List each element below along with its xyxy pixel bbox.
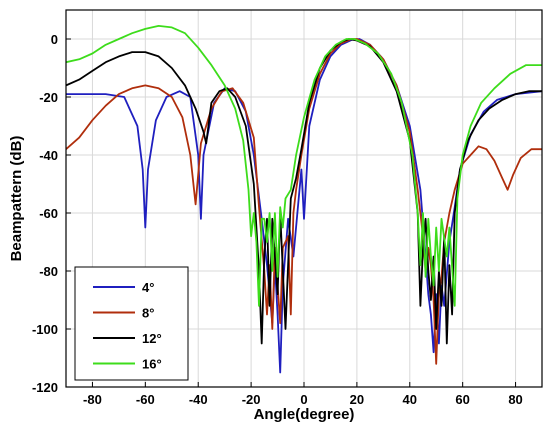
plot-frame — [65, 9, 543, 388]
series-layer — [66, 25, 542, 374]
legend-label: 12° — [142, 331, 162, 346]
y-tick-label: -20 — [39, 90, 58, 105]
x-tick-label: -20 — [242, 392, 261, 407]
series-line-1 — [66, 38, 542, 374]
legend-label: 8° — [142, 306, 154, 321]
y-tick-labels: 0 -20 -40 -60 -80 -100 -120 — [32, 32, 58, 395]
series-line-4 — [66, 25, 542, 307]
x-tick-label: 0 — [300, 392, 307, 407]
x-tick-label: 20 — [350, 392, 364, 407]
y-tick-label: -40 — [39, 148, 58, 163]
series-line-3 — [66, 38, 542, 345]
x-tick-label: -40 — [189, 392, 208, 407]
y-tick-label: -120 — [32, 380, 58, 395]
y-tick-label: -100 — [32, 322, 58, 337]
x-tick-label: -60 — [136, 392, 155, 407]
y-tick-label: -60 — [39, 206, 58, 221]
y-axis-label: Beampattern (dB) — [8, 136, 25, 262]
x-tick-label: 40 — [403, 392, 417, 407]
legend-label: 4° — [142, 280, 154, 295]
legend: 4° 8° 12° 16° — [74, 266, 189, 381]
y-tick-label: 0 — [51, 32, 58, 47]
legend-label: 16° — [142, 357, 162, 372]
x-tick-label: 80 — [508, 392, 522, 407]
legend-box — [74, 266, 189, 381]
y-tick-label: -80 — [39, 264, 58, 279]
x-axis-label: Angle(degree) — [254, 406, 355, 423]
x-tick-label: -80 — [83, 392, 102, 407]
x-tick-label: 60 — [455, 392, 469, 407]
series-line-2 — [66, 38, 542, 365]
x-tick-labels: -80 -60 -40 -20 0 20 40 60 80 — [83, 392, 523, 407]
